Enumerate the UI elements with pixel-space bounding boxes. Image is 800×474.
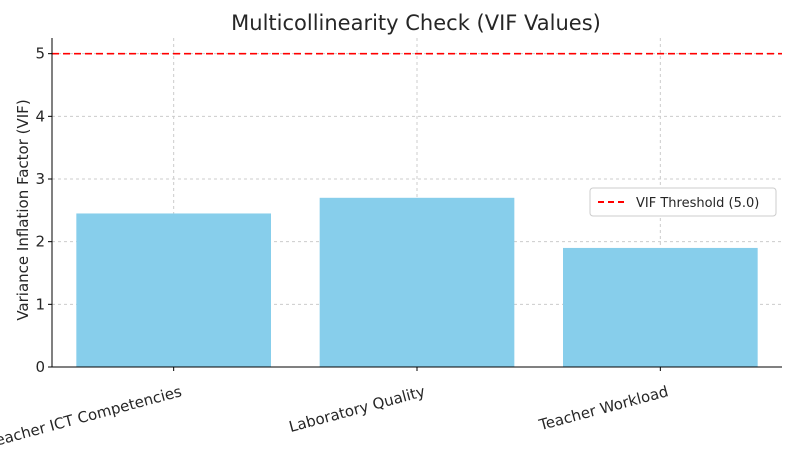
- y-tick-label-1: 1: [35, 295, 45, 313]
- bar-1: [319, 197, 515, 367]
- bar-0: [76, 213, 271, 367]
- y-tick-label-2: 2: [35, 233, 45, 251]
- legend-box: [589, 187, 777, 217]
- y-tick-label-3: 3: [35, 170, 45, 188]
- bar-2: [563, 247, 758, 367]
- y-tick-label-0: 0: [35, 358, 45, 376]
- x-tick-label-1: Laboratory Quality: [287, 382, 427, 436]
- y-tick-label-5: 5: [35, 45, 45, 63]
- legend: VIF Threshold (5.0): [589, 187, 777, 217]
- y-tick-label-4: 4: [35, 107, 45, 125]
- bars: [76, 197, 758, 367]
- legend-threshold-label: VIF Threshold (5.0): [636, 196, 759, 211]
- y-axis-label: Variance Inflation Factor (VIF): [14, 99, 32, 320]
- chart-title: Multicollinearity Check (VIF Values): [231, 11, 601, 35]
- x-tick-label-0: Teacher ICT Competencies: [0, 382, 184, 451]
- axes: [48, 38, 782, 371]
- x-tick-label-2: Teacher Workload: [536, 382, 670, 434]
